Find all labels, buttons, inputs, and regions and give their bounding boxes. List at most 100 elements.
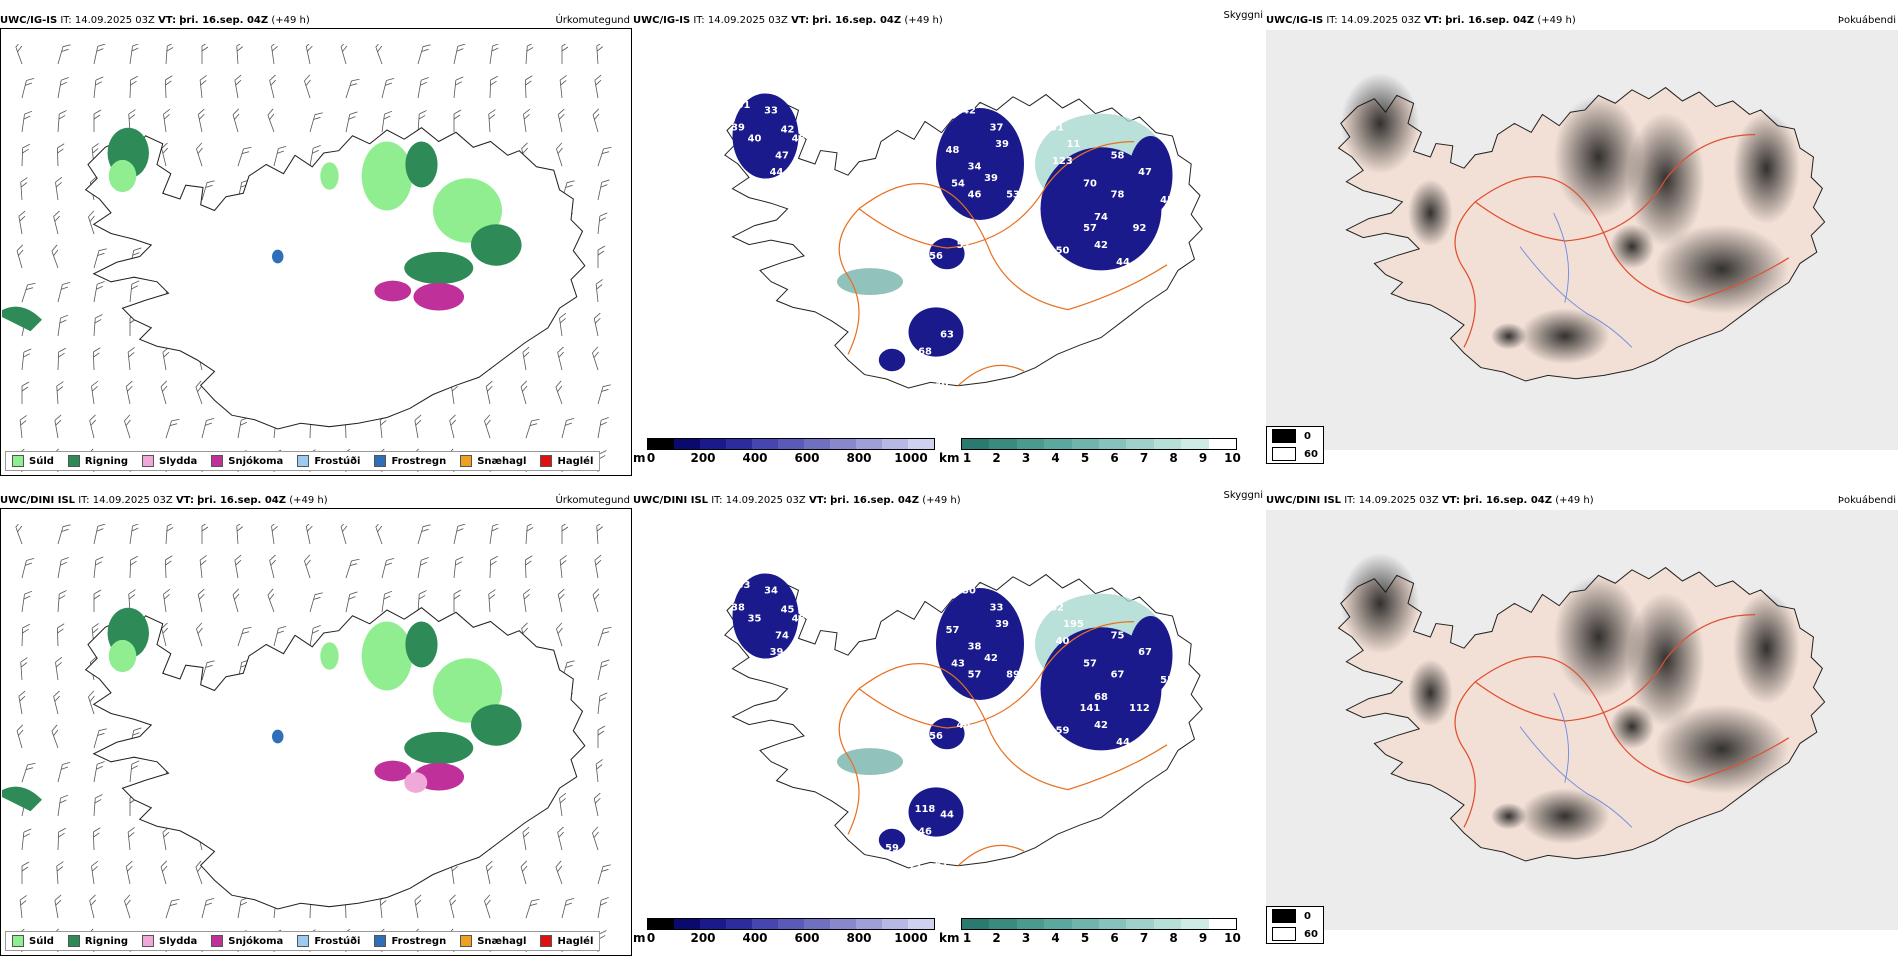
model-name: UWC/DINI ISL [1266, 495, 1342, 506]
cloud-base-value: 33 [737, 580, 751, 591]
vt-label: VT: [791, 15, 810, 26]
cloud-base-value: 112 [1129, 703, 1150, 714]
wind-barb [93, 761, 105, 783]
field-area [878, 348, 906, 372]
field-area [1490, 322, 1527, 350]
wind-barb [520, 860, 528, 885]
cloud-base-value: 46 [968, 190, 982, 201]
cloud-base-value: 42 [984, 653, 998, 664]
cloud-base-value: 39 [770, 647, 784, 658]
field-area [732, 573, 799, 659]
cloud-base-value: 46 [957, 720, 971, 731]
wind-barb [232, 588, 240, 613]
model-name: UWC/DINI ISL [0, 495, 76, 506]
colorbar-segment [1044, 439, 1072, 449]
cloud-base-value: 59 [1056, 726, 1070, 737]
wind-barb [93, 109, 102, 132]
wind-barb [555, 860, 563, 885]
wind-barb [56, 143, 65, 167]
wind-barb [559, 555, 567, 579]
colorbar-segment [1208, 919, 1237, 929]
cloud-base-value: 59 [885, 843, 899, 854]
wind-barb [556, 142, 563, 167]
field-area [272, 729, 284, 744]
wind-barb [129, 524, 141, 545]
model-name: UWC/DINI ISL [633, 495, 709, 506]
wind-barb [16, 724, 24, 749]
colorbar-unit: km [939, 931, 960, 945]
wind-barb [234, 74, 242, 99]
lead-time: (+49 h) [922, 495, 961, 506]
roads [1454, 133, 1790, 348]
iceland-map [2, 127, 586, 430]
cloud-base-value: 35 [1072, 268, 1086, 279]
cloud-base-value: 74 [1094, 212, 1108, 223]
colorbar-segment [1099, 439, 1127, 449]
wind-barb [54, 414, 62, 439]
cloud-base-value: 51 [737, 100, 751, 111]
field-area [320, 642, 339, 670]
init-time: 14.09.2025 03Z [1340, 15, 1421, 26]
cloud-base-value: 44 [1116, 257, 1130, 268]
wind-barb [201, 897, 215, 919]
cloud-base-value: 42 [1094, 240, 1108, 251]
wind-barb [21, 828, 32, 851]
wind-barb [57, 77, 69, 99]
cloud-base-value: 48 [1045, 737, 1059, 748]
wind-barb [21, 110, 33, 133]
cloud-base-value: 195 [1063, 619, 1084, 630]
legend-swatch [12, 935, 24, 947]
fog-panel: UWC/IG-IS IT: 14.09.2025 03Z VT: þri. 16… [1266, 14, 1898, 484]
wind-barb [57, 110, 67, 133]
cloud-base-value: 57 [1083, 658, 1097, 669]
field-area [929, 237, 965, 270]
field-area [908, 307, 964, 357]
legend-swatch [297, 935, 310, 947]
cloud-base-value: 39 [731, 122, 745, 133]
wind-barb [597, 864, 611, 885]
colorbar-segment [830, 919, 856, 929]
wind-barb [201, 180, 215, 201]
field-area [1654, 704, 1789, 794]
legend-item: Rigning [67, 455, 128, 467]
legend-swatch [211, 935, 224, 947]
cloud-base-value: 67 [1138, 647, 1152, 658]
field-area [1128, 616, 1173, 695]
wind-barb [57, 314, 69, 337]
wind-barb [453, 109, 462, 132]
wind-barb [15, 44, 23, 65]
valid-time: þri. 16.sep. 04Z [1463, 495, 1552, 506]
cloud-base-value: 71 [786, 178, 800, 189]
colorbar-tick: 7 [1139, 931, 1149, 945]
cloud-base-value: 54 [951, 178, 965, 189]
cloud-base-colorbar: m 0 200 400 600 800 1000 [633, 918, 935, 954]
field-area [1553, 575, 1644, 699]
precip-frame: Súld Rigning Slydda Snjókoma Frostúði Frostre… [0, 28, 632, 476]
wind-barb [56, 623, 65, 647]
cloud-base-value: 82 [962, 346, 976, 357]
colorbar-tick: 2 [992, 451, 1001, 465]
legend-swatch [142, 455, 155, 467]
wind-barb [161, 142, 169, 167]
cloud-base-value: 46 [1072, 748, 1086, 759]
wind-barb [417, 524, 431, 545]
wind-barb [234, 554, 242, 579]
colorbar-segment [989, 919, 1017, 929]
lead-time: (+49 h) [904, 15, 943, 26]
wind-barb [340, 524, 348, 545]
legend-item: Haglél [540, 935, 593, 947]
legend-item: Súld [12, 935, 54, 947]
wind-barb [19, 895, 27, 919]
wind-barb [163, 588, 171, 613]
wind-barb [267, 588, 275, 613]
roads [838, 140, 1168, 387]
fog-legend-row: 0 [1267, 427, 1323, 445]
cloud-base-value: 50 [962, 586, 976, 597]
cloud-base-value: 72 [1039, 106, 1053, 117]
wind-barb [561, 417, 575, 439]
iceland-map [1337, 73, 1826, 382]
fog-field [1340, 73, 1800, 365]
